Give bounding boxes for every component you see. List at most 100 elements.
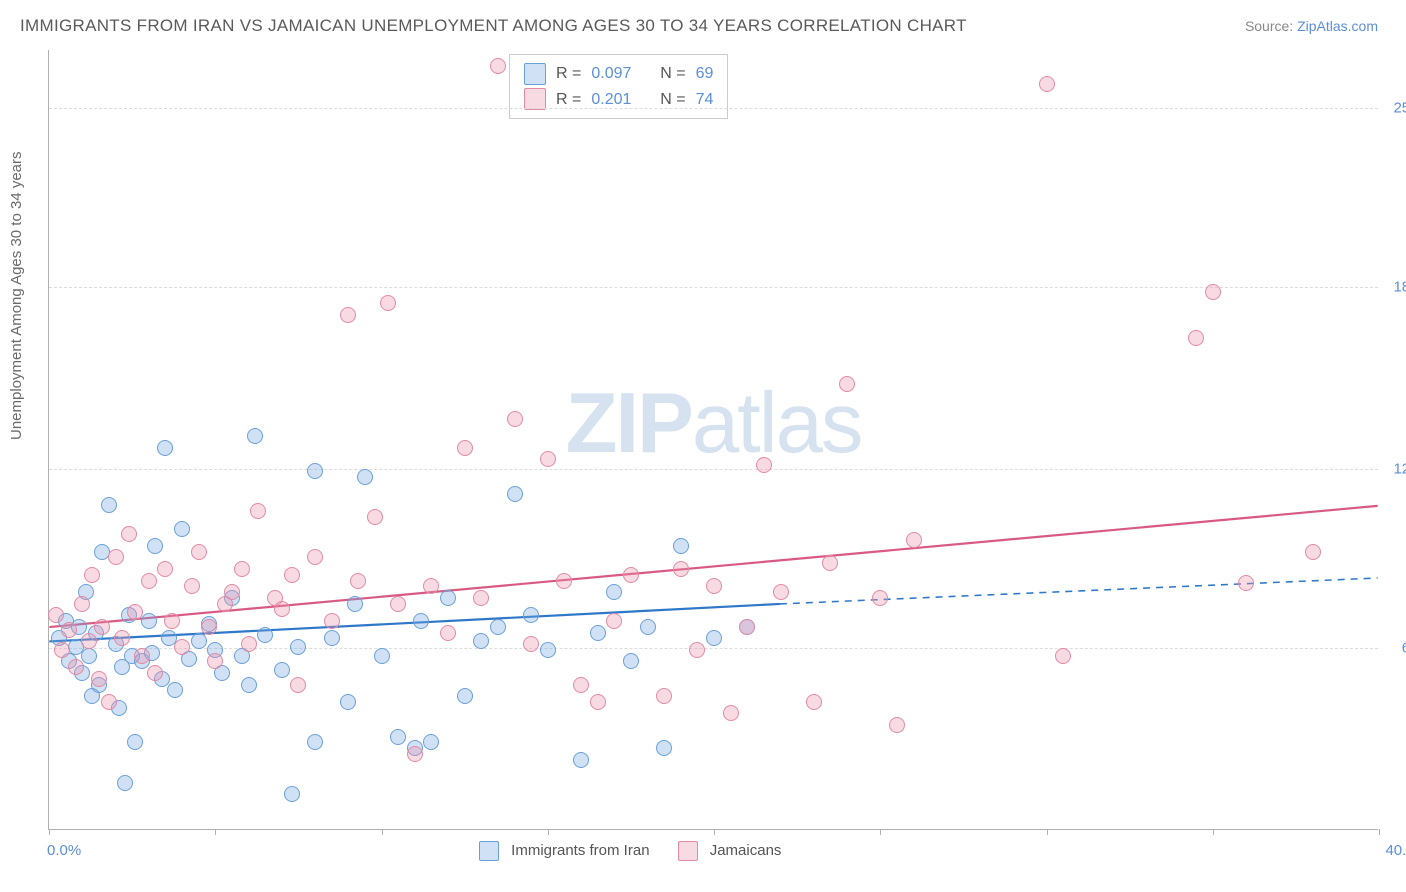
data-point [347,596,363,612]
x-tick [1047,829,1048,835]
data-point [623,653,639,669]
x-tick [1379,829,1380,835]
data-point [556,573,572,589]
data-point [257,627,273,643]
source-label: Source: [1245,18,1293,34]
data-point [127,734,143,750]
data-point [121,526,137,542]
gridline [49,287,1378,288]
data-point [147,538,163,554]
correlation-legend: R = 0.097 N = 69 R = 0.201 N = 74 [509,54,728,119]
data-point [127,604,143,620]
data-point [191,544,207,560]
data-point [101,694,117,710]
data-point [423,578,439,594]
legend-r-value-1: 0.097 [591,61,631,87]
data-point [573,752,589,768]
data-point [606,584,622,600]
data-point [606,613,622,629]
data-point [374,648,390,664]
series-legend: Immigrants from Iran Jamaicans [479,841,781,861]
data-point [440,590,456,606]
data-point [184,578,200,594]
data-point [1205,284,1221,300]
data-point [473,633,489,649]
data-point [117,775,133,791]
data-point [423,734,439,750]
data-point [490,58,506,74]
x-tick [714,829,715,835]
y-tick-label: 6.3% [1402,640,1406,657]
data-point [324,613,340,629]
data-point [590,625,606,641]
data-point [108,549,124,565]
legend-item-series2: Jamaicans [678,841,782,861]
data-point [457,440,473,456]
data-point [573,677,589,693]
data-point [340,694,356,710]
data-point [241,677,257,693]
legend-swatch-bottom-2 [678,841,698,861]
source-attribution: Source: ZipAtlas.com [1245,18,1378,34]
data-point [141,613,157,629]
data-point [174,521,190,537]
data-point [167,682,183,698]
data-point [773,584,789,600]
data-point [889,717,905,733]
plot-area: ZIPatlas R = 0.097 N = 69 R = 0.201 N = … [48,50,1378,830]
data-point [723,705,739,721]
data-point [457,688,473,704]
data-point [413,613,429,629]
data-point [274,601,290,617]
data-point [91,671,107,687]
data-point [390,729,406,745]
data-point [247,428,263,444]
data-point [1305,544,1321,560]
data-point [307,549,323,565]
gridline [49,469,1378,470]
data-point [191,633,207,649]
chart-container: IMMIGRANTS FROM IRAN VS JAMAICAN UNEMPLO… [0,0,1406,892]
source-link[interactable]: ZipAtlas.com [1297,18,1378,34]
data-point [673,561,689,577]
y-axis-label: Unemployment Among Ages 30 to 34 years [8,151,25,440]
data-point [350,573,366,589]
data-point [157,561,173,577]
data-point [114,630,130,646]
data-point [590,694,606,710]
data-point [656,740,672,756]
x-tick [215,829,216,835]
data-point [507,486,523,502]
data-point [201,619,217,635]
data-point [340,307,356,323]
data-point [81,648,97,664]
x-axis-min: 0.0% [47,842,81,859]
data-point [739,619,755,635]
data-point [234,561,250,577]
data-point [473,590,489,606]
data-point [689,642,705,658]
legend-swatch-series1 [524,63,546,85]
data-point [147,665,163,681]
data-point [756,457,772,473]
legend-row-series1: R = 0.097 N = 69 [524,61,713,87]
data-point [157,440,173,456]
data-point [357,469,373,485]
data-point [507,411,523,427]
y-tick-label: 18.8% [1393,278,1406,295]
legend-swatch-bottom-1 [479,841,499,861]
data-point [380,295,396,311]
data-point [839,376,855,392]
data-point [134,648,150,664]
x-tick [382,829,383,835]
x-tick [548,829,549,835]
data-point [48,607,64,623]
x-tick [49,829,50,835]
data-point [324,630,340,646]
data-point [290,639,306,655]
chart-title: IMMIGRANTS FROM IRAN VS JAMAICAN UNEMPLO… [20,16,967,36]
data-point [61,622,77,638]
data-point [367,509,383,525]
data-point [224,584,240,600]
data-point [706,630,722,646]
